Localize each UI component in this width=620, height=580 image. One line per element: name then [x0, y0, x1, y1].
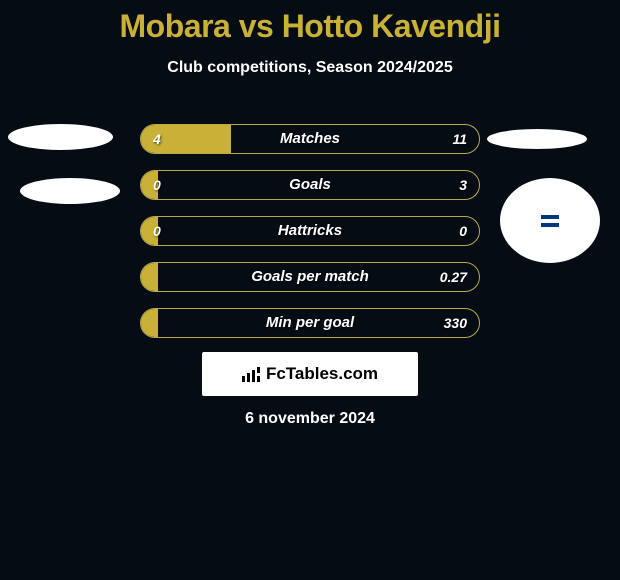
stat-bar-matches: 4 Matches 11 — [140, 124, 480, 154]
flag-icon — [541, 215, 559, 227]
stat-right-value: 11 — [452, 125, 467, 153]
stat-label: Hattricks — [141, 217, 479, 245]
stat-bar-hattricks: 0 Hattricks 0 — [140, 216, 480, 246]
decor-ellipse-left-2 — [20, 178, 120, 204]
stat-right-value: 3 — [459, 171, 467, 199]
stat-label: Matches — [141, 125, 479, 153]
stats-container: 4 Matches 11 0 Goals 3 0 Hattricks 0 Goa… — [140, 124, 480, 354]
stat-label: Goals per match — [141, 263, 479, 291]
decor-ellipse-right-top — [487, 129, 587, 149]
decor-circle-right — [500, 178, 600, 263]
stat-label: Min per goal — [141, 309, 479, 337]
logo-chart-icon — [242, 366, 262, 382]
logo-label: FcTables.com — [266, 364, 378, 384]
stat-label: Goals — [141, 171, 479, 199]
stat-right-value: 0 — [459, 217, 467, 245]
stat-bar-goals-per-match: Goals per match 0.27 — [140, 262, 480, 292]
decor-ellipse-left-1 — [8, 124, 113, 150]
page-title: Mobara vs Hotto Kavendji — [0, 0, 620, 45]
subtitle: Club competitions, Season 2024/2025 — [0, 59, 620, 77]
logo-box: FcTables.com — [202, 352, 418, 396]
stat-bar-goals: 0 Goals 3 — [140, 170, 480, 200]
date-text: 6 november 2024 — [0, 410, 620, 428]
stat-right-value: 0.27 — [440, 263, 467, 291]
logo-text: FcTables.com — [242, 364, 378, 384]
stat-right-value: 330 — [444, 309, 467, 337]
stat-bar-min-per-goal: Min per goal 330 — [140, 308, 480, 338]
